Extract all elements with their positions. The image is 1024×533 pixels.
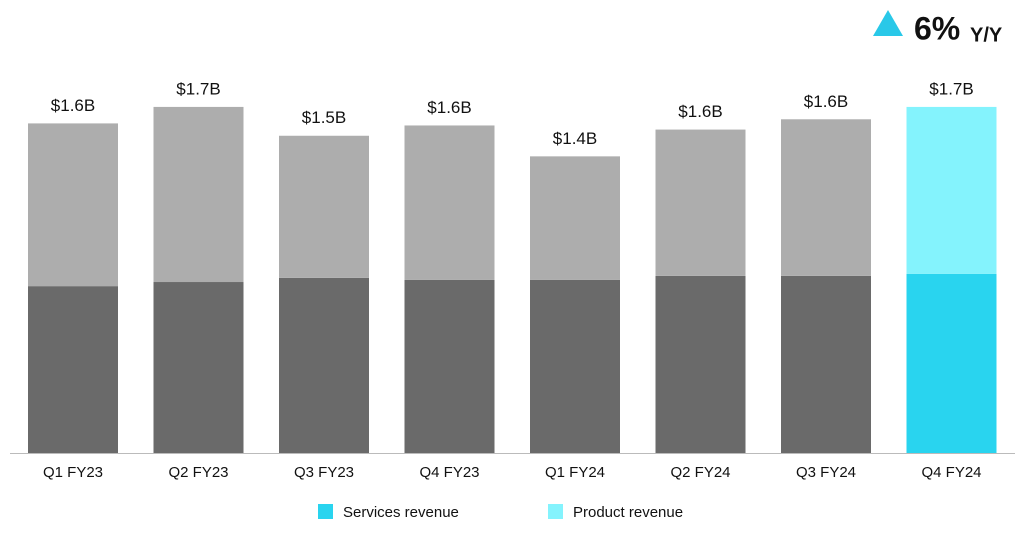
bar-segment [530,156,620,280]
legend-label: Services revenue [343,504,459,521]
bar-segment [279,277,369,453]
total-label: $1.7B [176,79,220,98]
legend-swatch [548,504,563,519]
total-label: $1.7B [929,79,973,98]
bar-segment [153,106,244,283]
legend-label: Product revenue [573,504,683,521]
x-tick-label: Q2 FY24 [670,464,730,481]
bar-segment [530,279,620,453]
bar-segment [28,286,118,453]
annotation-label: Y/Y [970,24,1003,46]
bar-segment [655,275,746,453]
up-arrow [873,10,903,36]
x-tick-label: Q4 FY24 [921,464,981,481]
total-label: $1.4B [553,129,597,148]
bar-segment [279,135,369,278]
bar-segment [28,123,118,287]
total-label: $1.6B [427,98,471,117]
total-label: $1.5B [302,108,346,127]
total-label: $1.6B [51,96,95,115]
bar-segment [906,106,997,274]
annotation-change: 6% [914,10,960,46]
total-label: $1.6B [804,92,848,111]
bar-segment [655,129,746,276]
x-tick-label: Q3 FY24 [796,464,856,481]
bar-segment [781,119,871,276]
bar-segment [781,275,871,453]
bar-segment [906,273,997,453]
x-tick-label: Q4 FY23 [419,464,479,481]
bar-segment [153,282,244,453]
x-tick-label: Q3 FY23 [294,464,354,481]
x-tick-label: Q1 FY24 [545,464,605,481]
bar-segment [404,279,495,453]
x-tick-label: Q2 FY23 [168,464,228,481]
bar-segment [404,125,495,280]
legend-swatch [318,504,333,519]
x-tick-label: Q1 FY23 [43,464,103,481]
total-label: $1.6B [678,102,722,121]
